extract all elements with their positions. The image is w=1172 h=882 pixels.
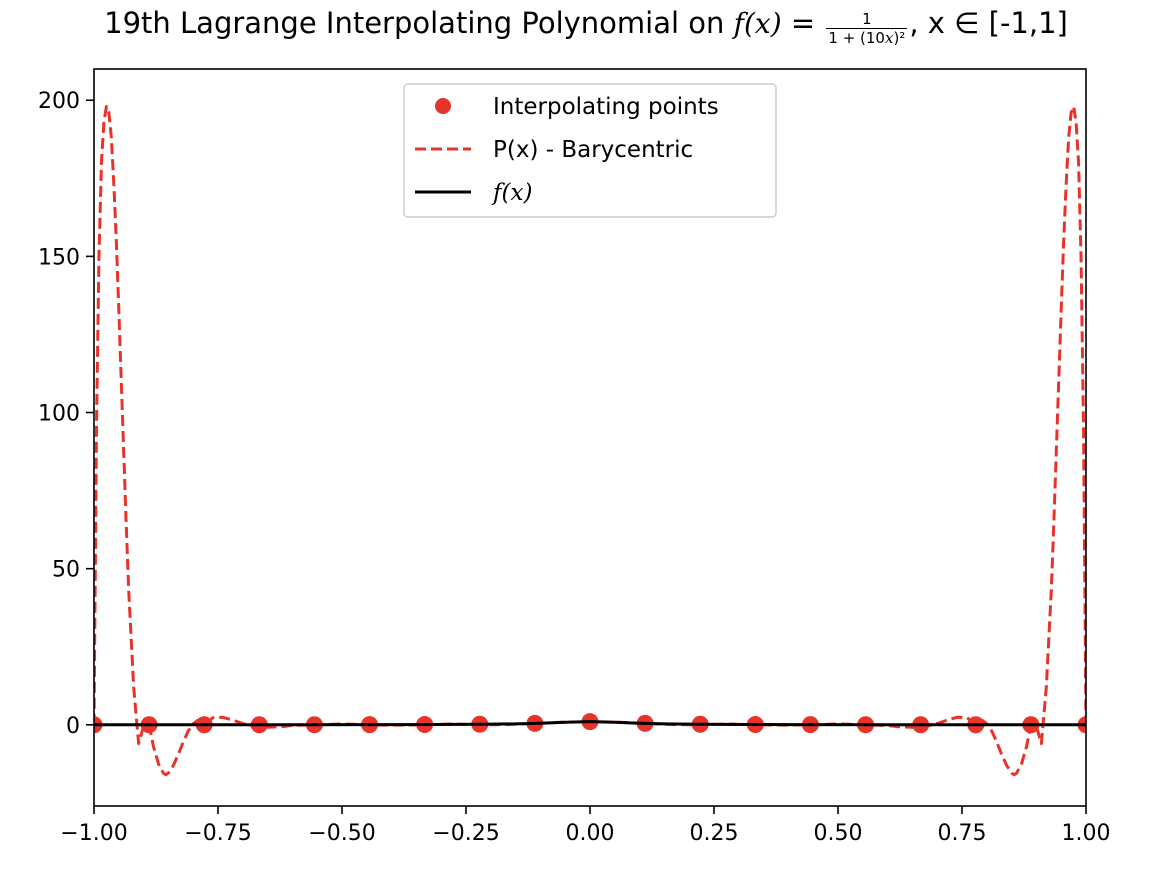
- chart-title: 19th Lagrange Interpolating Polynomial o…: [0, 6, 1172, 47]
- y-axis: 0 50 100 150 200: [38, 89, 94, 739]
- x-tick-label: −0.75: [184, 821, 251, 846]
- title-fraction-denominator-pre: 1 + (10: [828, 29, 885, 47]
- series-layer: [94, 104, 1086, 777]
- x-axis: −1.00 −0.75 −0.50 −0.25 0.00 0.25 0.50 0.75 1.00: [60, 806, 1110, 846]
- x-tick-label: −1.00: [60, 821, 127, 846]
- title-equals: =: [781, 6, 825, 40]
- legend-label-fx: f(x): [491, 180, 532, 206]
- legend-box: [403, 83, 777, 218]
- title-fraction-denominator: 1 + (10x)²: [826, 28, 908, 47]
- x-tick-label: 0.00: [566, 821, 615, 846]
- y-tick-label: 100: [38, 402, 80, 427]
- title-fraction-numerator: 1: [862, 10, 872, 28]
- x-tick-label: 1.00: [1062, 821, 1111, 846]
- x-tick-label: 0.50: [814, 821, 863, 846]
- x-tick-label: 0.25: [690, 821, 739, 846]
- y-tick-label: 0: [66, 714, 80, 739]
- x-tick-label: 0.75: [938, 821, 987, 846]
- series-line-fx: [94, 720, 1086, 727]
- legend-marker-interpolating-points: [435, 98, 451, 114]
- title-fraction-denominator-post: )²: [893, 29, 906, 47]
- title-prefix: 19th Lagrange Interpolating Polynomial o…: [104, 6, 734, 40]
- y-tick-label: 150: [38, 245, 80, 270]
- x-tick-label: −0.25: [432, 821, 499, 846]
- y-tick-label: 200: [38, 89, 80, 114]
- legend-label-interpolating-points: Interpolating points: [493, 94, 719, 120]
- x-tick-label: −0.50: [308, 821, 375, 846]
- legend-label-barycentric: P(x) - Barycentric: [493, 137, 693, 163]
- title-fraction-denominator-var: x: [884, 29, 894, 47]
- y-tick-label: 50: [52, 558, 80, 583]
- title-suffix: , x ∈ [-1,1]: [909, 6, 1068, 40]
- title-function-symbol: f(x): [733, 7, 782, 40]
- legend: Interpolating points P(x) - Barycentric …: [403, 83, 777, 218]
